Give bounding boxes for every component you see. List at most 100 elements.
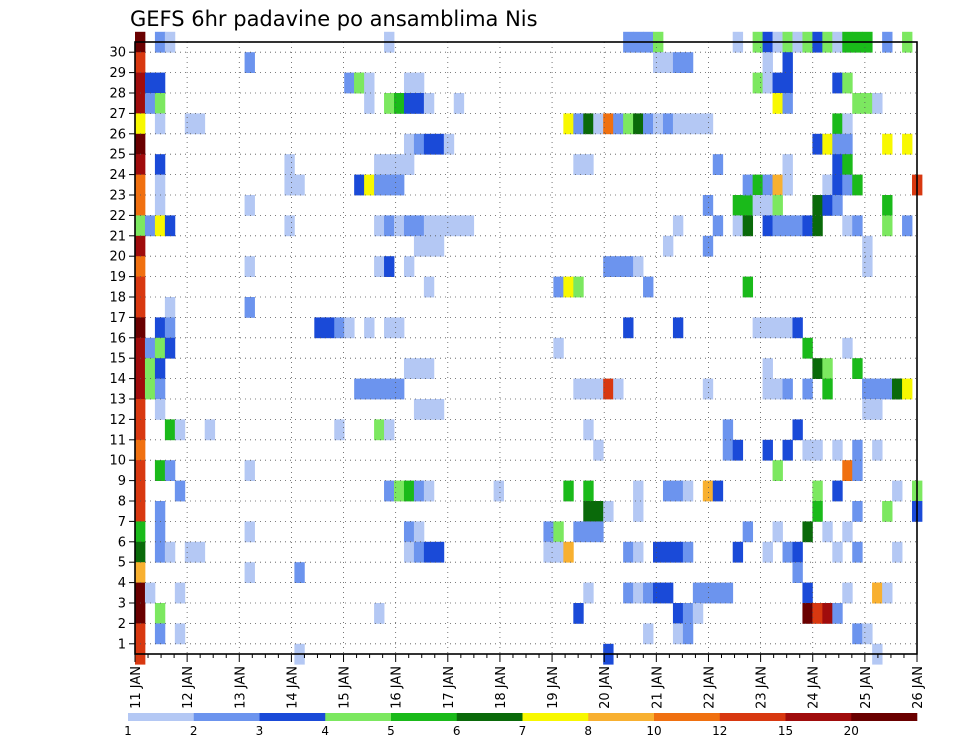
heatmap-cell [403, 541, 415, 563]
heatmap-cell [822, 358, 833, 379]
heatmap-cell [872, 378, 883, 400]
heatmap-cell [643, 113, 654, 135]
heatmap-cell [135, 276, 146, 298]
heatmap-cell [662, 113, 674, 135]
heatmap-cell [812, 358, 823, 379]
heatmap-cell [184, 113, 196, 135]
heatmap-cell [633, 541, 644, 563]
heatmap-cell [135, 72, 146, 94]
y-tick-label: 19 [109, 270, 126, 285]
heatmap-cell [732, 215, 744, 237]
heatmap-cell [603, 378, 614, 400]
grid-lines [135, 42, 917, 654]
heatmap-cell [543, 521, 554, 543]
heatmap-cell [842, 460, 853, 481]
colorbar-label: 7 [519, 724, 527, 738]
heatmap-cell [822, 521, 833, 543]
heatmap-cell [244, 52, 255, 73]
heatmap-cell [154, 623, 166, 645]
heatmap-cell [662, 541, 674, 563]
heatmap-cell [662, 480, 674, 502]
heatmap-cell [423, 480, 435, 502]
heatmap-cell [433, 399, 445, 420]
y-axis: 1234567891011121314151617181920212223242… [109, 46, 135, 652]
heatmap-cell [712, 480, 724, 502]
colorbar-swatch [654, 713, 721, 721]
heatmap-cell [832, 113, 843, 135]
heatmap-cell [742, 195, 754, 216]
heatmap-cell [772, 460, 783, 481]
heatmap-cell [802, 215, 813, 237]
heatmap-cell [244, 297, 255, 318]
heatmap-cell [643, 623, 654, 645]
heatmap-cell [135, 582, 146, 604]
heatmap-cell [832, 174, 843, 196]
heatmap-cell [882, 215, 893, 237]
heatmap-cell [374, 154, 385, 175]
heatmap-cell [364, 174, 375, 196]
heatmap-cell [892, 541, 903, 563]
x-tick-label: 14 JAN [285, 666, 300, 709]
heatmap-cell [144, 358, 156, 379]
heatmap-cell [702, 235, 714, 257]
heatmap-cell [403, 256, 415, 277]
heatmap-cell [284, 154, 295, 175]
heatmap-cell [672, 215, 684, 237]
heatmap-cell [433, 541, 445, 563]
y-tick-label: 3 [118, 597, 126, 612]
heatmap-cell [792, 562, 803, 583]
heatmap-cell [782, 93, 793, 114]
heatmap-cell [672, 317, 684, 339]
heatmap-cell [563, 276, 574, 298]
heatmap-cell [144, 93, 156, 114]
heatmap-cell [344, 72, 355, 94]
heatmap-cell [423, 93, 435, 114]
heatmap-cell [144, 215, 156, 237]
heatmap-cell [403, 358, 415, 379]
heatmap-cell [135, 541, 146, 563]
heatmap-cell [882, 133, 893, 155]
heatmap-cell [354, 72, 365, 94]
heatmap-cell [194, 541, 206, 563]
heatmap-cell [842, 72, 853, 94]
heatmap-cell [563, 480, 574, 502]
heatmap-cell [653, 52, 664, 73]
heatmap-cell [613, 113, 624, 135]
heatmap-cell [812, 195, 823, 216]
heatmap-cell [135, 52, 146, 73]
heatmap-cell [154, 501, 166, 522]
heatmap-cell [792, 317, 803, 339]
heatmap-cell [384, 93, 395, 114]
heatmap-cell [154, 215, 166, 237]
heatmap-cell [742, 215, 754, 237]
y-tick-label: 8 [118, 495, 126, 510]
heatmap-cell [762, 439, 773, 461]
heatmap-cell [394, 174, 405, 196]
heatmap-cell [852, 439, 863, 461]
heatmap-cell [394, 215, 405, 237]
heatmap-cell [782, 317, 793, 339]
heatmap-cell [782, 215, 793, 237]
heatmap-cell [135, 562, 146, 583]
heatmap-cell [583, 480, 594, 502]
heatmap-cell [682, 603, 694, 624]
heatmap-cell [593, 113, 604, 135]
y-tick-label: 9 [118, 474, 126, 489]
heatmap-cell [882, 582, 893, 604]
heatmap-cell [413, 541, 425, 563]
y-tick-label: 1 [118, 637, 126, 652]
heatmap-cell [164, 337, 176, 359]
y-tick-label: 18 [109, 291, 126, 306]
heatmap-cell [135, 215, 146, 237]
x-tick-label: 20 JAN [598, 666, 613, 709]
heatmap-cell [154, 378, 166, 400]
heatmap-cell [742, 174, 754, 196]
x-tick-label: 19 JAN [546, 666, 561, 709]
colorbar-swatch [391, 713, 458, 721]
heatmap-cell [862, 623, 873, 645]
heatmap-cell [692, 582, 704, 604]
heatmap-cell [403, 93, 415, 114]
heatmap-cell [653, 582, 664, 604]
y-tick-label: 30 [109, 46, 126, 61]
heatmap-cell [862, 93, 873, 114]
